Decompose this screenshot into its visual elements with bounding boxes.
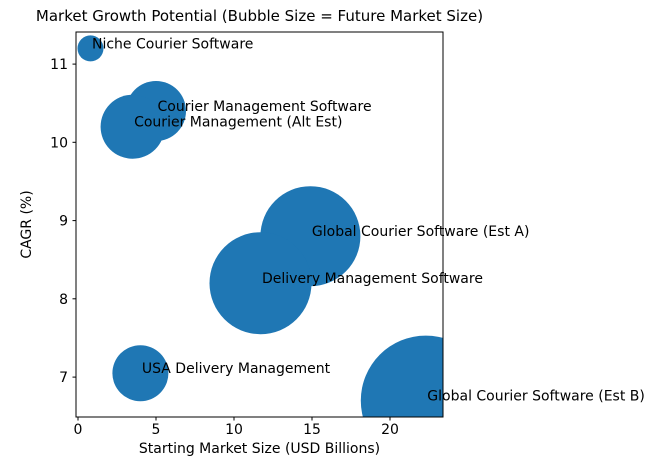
chart-title: Market Growth Potential (Bubble Size = F…: [36, 7, 483, 25]
point-label-courier-management-alt-est: Courier Management (Alt Est): [134, 115, 342, 131]
bubble-niche-courier-software: [77, 35, 104, 62]
bubble-global-courier-software-est-b: [360, 335, 443, 417]
y-tick-label: 8: [59, 292, 68, 308]
point-label-niche-courier-software: Niche Courier Software: [92, 36, 253, 52]
point-label-delivery-management-software: Delivery Management Software: [262, 271, 483, 287]
plot-border: [75, 31, 444, 418]
y-tick-label: 10: [50, 135, 68, 151]
x-axis-label: Starting Market Size (USD Billions): [139, 441, 380, 457]
point-label-usa-delivery-management: USA Delivery Management: [142, 361, 331, 377]
bubble-layer: [77, 35, 443, 417]
x-tick-label: 20: [381, 422, 399, 438]
bubble-delivery-management-software: [209, 232, 312, 335]
y-tick-label: 11: [50, 57, 68, 73]
bubble-usa-delivery-management: [112, 345, 169, 402]
point-label-global-courier-software-est-b: Global Courier Software (Est B): [427, 389, 645, 405]
x-tick-label: 0: [74, 422, 83, 438]
x-tick-label: 15: [303, 422, 321, 438]
x-tick-label: 5: [152, 422, 161, 438]
point-label-global-courier-software-est-a: Global Courier Software (Est A): [312, 224, 530, 240]
y-axis-label: CAGR (%): [19, 190, 35, 258]
y-tick-label: 9: [59, 214, 68, 230]
point-label-courier-management-software: Courier Management Software: [158, 99, 372, 115]
bubble-courier-management-alt-est: [100, 94, 165, 159]
x-tick-label: 10: [225, 422, 243, 438]
y-tick-label: 7: [59, 370, 68, 386]
